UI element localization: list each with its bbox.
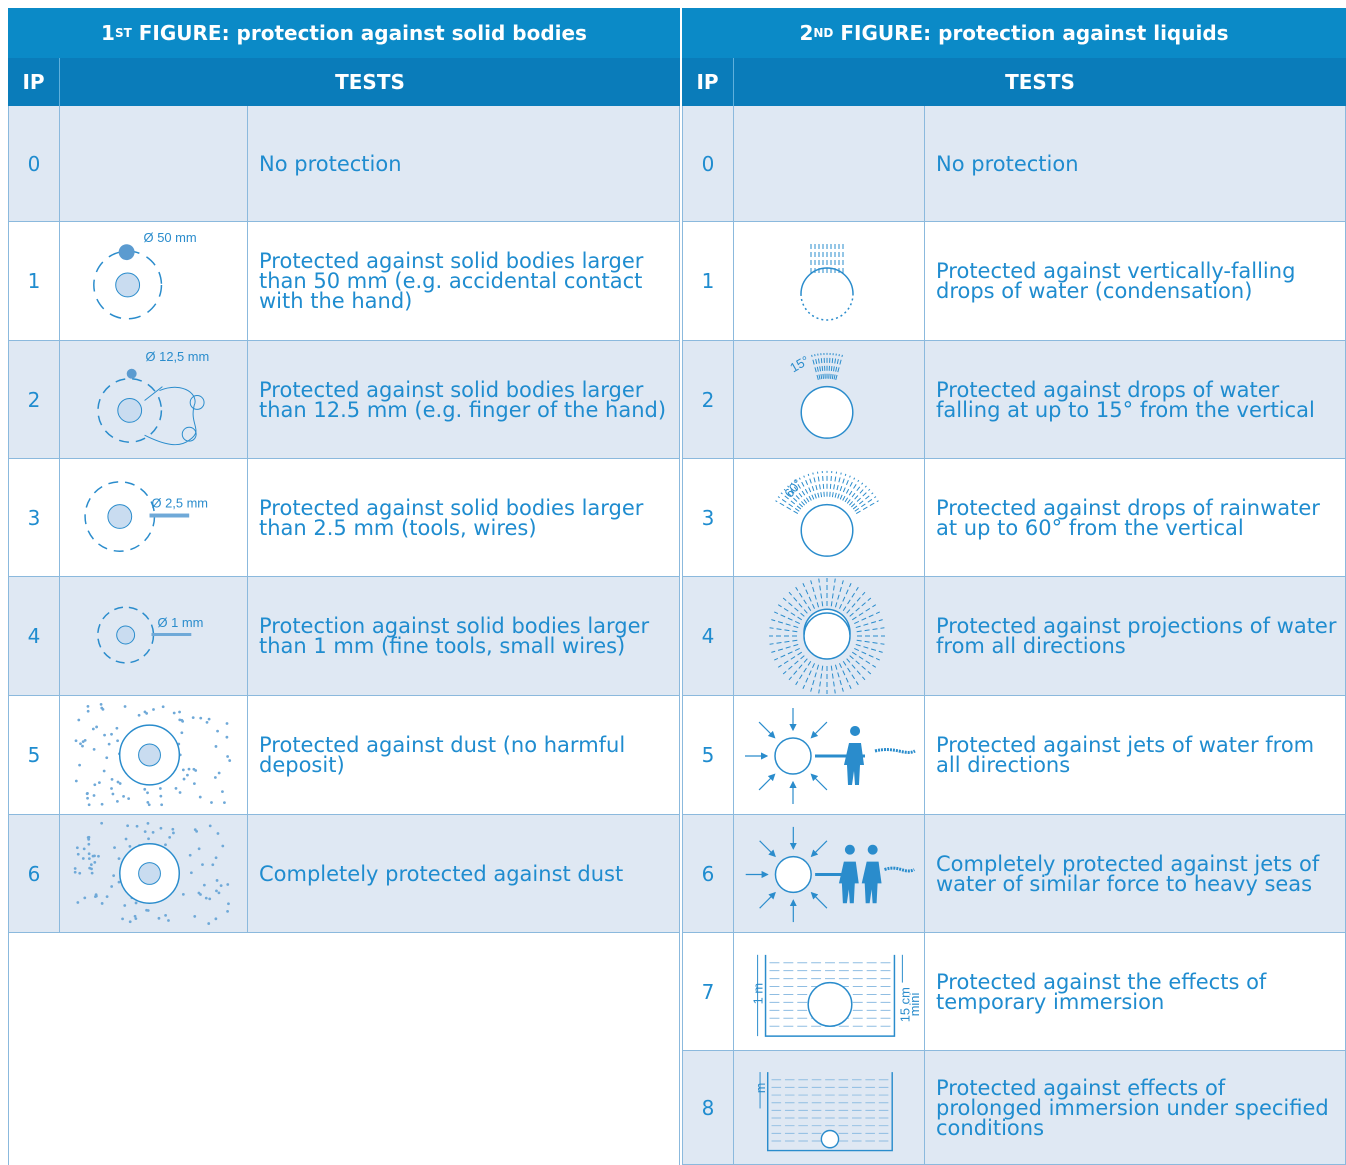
icon-cell — [60, 696, 248, 815]
icon — [769, 578, 885, 694]
icon-label: 15° — [787, 353, 811, 376]
icon-cell: m — [734, 1051, 925, 1165]
icon-label: Ø 12,5 mm — [146, 349, 210, 364]
title-number: 1 — [101, 21, 115, 45]
icon: Ø 2,5 mm — [84, 481, 209, 552]
description: Protected against drops of water falling… — [925, 341, 1346, 459]
icon-label: Ø 50 mm — [144, 230, 197, 245]
icon-label: 1 m — [751, 983, 766, 1004]
description: Protected against dust (no harmful depos… — [248, 696, 680, 815]
icon: 60° — [775, 470, 879, 557]
icon-cell: Ø 50 mm — [60, 222, 248, 341]
right-title: 2 ND FIGURE: protection against liquids — [682, 8, 1346, 58]
ip-cell: 3 — [8, 459, 60, 577]
icon-cell — [734, 696, 925, 815]
ip-cell: 2 — [682, 341, 734, 459]
icon — [74, 702, 232, 807]
icon-label: Ø 2,5 mm — [152, 496, 209, 511]
description: Protected against solid bodies larger th… — [248, 222, 680, 341]
icon-cell: Ø 2,5 mm — [60, 459, 248, 577]
description: Protected against vertically-falling dro… — [925, 222, 1346, 341]
ip-cell: 0 — [8, 106, 60, 222]
icon-cell: 15° — [734, 341, 925, 459]
icon — [800, 244, 854, 321]
ip-cell: 3 — [682, 459, 734, 577]
ip-cell: 4 — [8, 577, 60, 696]
title-sup: ND — [813, 26, 834, 40]
icon-label: m — [754, 1083, 768, 1093]
icon: 15° — [787, 353, 854, 439]
icon-cell — [734, 577, 925, 696]
icon-cell — [734, 815, 925, 933]
icon-cell — [734, 222, 925, 341]
icon — [73, 821, 230, 925]
icon — [60, 106, 247, 221]
description: Protected against drops of rainwater at … — [925, 459, 1346, 577]
icon-label: mini — [907, 993, 922, 1017]
icon — [734, 106, 924, 221]
icon-cell — [60, 815, 248, 933]
ip-cell: 1 — [8, 222, 60, 341]
title-number: 2 — [799, 21, 814, 45]
ip-cell: 2 — [8, 341, 60, 459]
icon: Ø 12,5 mm — [97, 349, 210, 446]
col-tests: TESTS — [60, 58, 680, 106]
description: No protection — [925, 106, 1346, 222]
icon-cell: 1 m 15 cm mini — [734, 933, 925, 1051]
ip-cell: 8 — [682, 1051, 734, 1165]
ip-cell: 4 — [682, 577, 734, 696]
col-ip: IP — [8, 58, 60, 106]
description: Protected against effects of prolonged i… — [925, 1051, 1346, 1165]
ip-cell: 7 — [682, 933, 734, 1051]
col-ip: IP — [682, 58, 734, 106]
description: Completely protected against jets of wat… — [925, 815, 1346, 933]
icon-label: 15 cm — [897, 987, 912, 1022]
description: Protected against solid bodies larger th… — [248, 459, 680, 577]
icon — [745, 708, 916, 804]
ip-cell: 6 — [8, 815, 60, 933]
description: Protected against solid bodies larger th… — [248, 341, 680, 459]
icon: Ø 50 mm — [93, 230, 197, 320]
icon-cell — [60, 106, 248, 222]
ip-cell: 5 — [682, 696, 734, 815]
title-text: FIGURE: protection against liquids — [840, 21, 1229, 45]
icon-cell: Ø 1 mm — [60, 577, 248, 696]
icon-cell: Ø 12,5 mm — [60, 341, 248, 459]
title-text: FIGURE: protection against solid bodies — [138, 21, 587, 45]
ip-cell: 0 — [682, 106, 734, 222]
description: Protected against projections of water f… — [925, 577, 1346, 696]
col-tests: TESTS — [734, 58, 1346, 106]
ip-cell: 1 — [682, 222, 734, 341]
description: Protected against jets of water from all… — [925, 696, 1346, 815]
left-blank — [8, 933, 680, 1165]
ip-cell: 6 — [682, 815, 734, 933]
icon — [745, 826, 915, 923]
left-title: 1 ST FIGURE: protection against solid bod… — [8, 8, 680, 58]
ip-cell: 5 — [8, 696, 60, 815]
description: No protection — [248, 106, 680, 222]
icon: Ø 1 mm — [97, 606, 203, 664]
description: Protection against solid bodies larger t… — [248, 577, 680, 696]
icon-cell — [734, 106, 925, 222]
icon-label: Ø 1 mm — [157, 615, 203, 630]
title-sup: ST — [114, 26, 132, 40]
description: Protected against the effects of tempora… — [925, 933, 1346, 1051]
icon: m — [754, 1072, 893, 1152]
description: Completely protected against dust — [248, 815, 680, 933]
icon-cell: 60° — [734, 459, 925, 577]
